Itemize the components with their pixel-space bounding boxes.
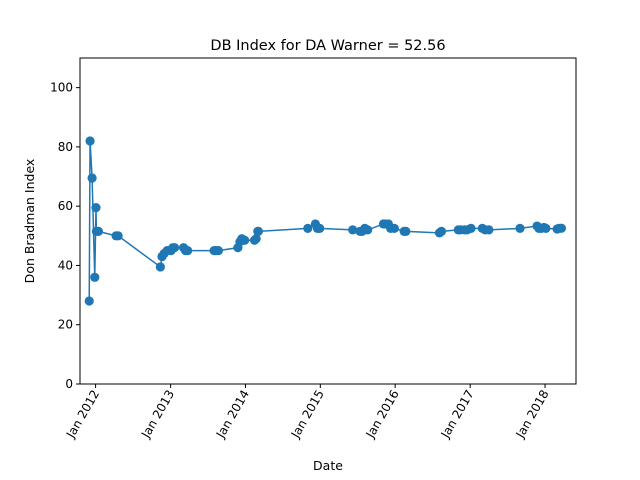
plot-frame (79, 57, 577, 385)
y-tick-label: 80 (58, 140, 73, 154)
data-point (251, 234, 261, 244)
data-point (466, 223, 476, 234)
data-point (155, 262, 165, 272)
data-point (84, 296, 94, 306)
data-point (389, 223, 399, 234)
y-tick-label: 20 (58, 318, 73, 332)
data-point (183, 246, 193, 256)
data-point (253, 226, 263, 236)
data-point (515, 223, 525, 234)
data-point (436, 226, 447, 236)
x-tick-label: Jan 2012 (63, 388, 102, 442)
data-point (90, 272, 100, 282)
chart-title: DB Index for DA Warner = 52.56 (210, 38, 445, 54)
data-point (303, 223, 313, 234)
data-point (541, 223, 551, 234)
x-tick-label: Jan 2016 (363, 388, 402, 442)
data-point (87, 173, 97, 183)
data-point (240, 235, 250, 245)
x-tick-label: Jan 2014 (213, 388, 252, 442)
y-tick-label: 40 (58, 258, 73, 272)
data-point (113, 231, 123, 241)
y-tick-label: 60 (58, 199, 73, 213)
data-point (484, 225, 494, 235)
data-point (348, 225, 358, 235)
data-point (401, 226, 411, 236)
series-layer (84, 136, 567, 306)
x-tick-label: Jan 2018 (513, 388, 552, 442)
y-tick-label: 100 (50, 81, 73, 95)
data-point (213, 246, 223, 256)
data-point (85, 136, 95, 146)
data-point (363, 225, 373, 235)
data-point (556, 223, 567, 233)
y-tick-label: 0 (65, 377, 73, 391)
y-axis-label: Don Bradman Index (22, 159, 37, 284)
data-point (91, 203, 101, 213)
x-axis-label: Date (313, 458, 343, 473)
data-point (169, 243, 180, 253)
data-point (93, 226, 104, 236)
data-point (315, 223, 325, 234)
x-tick-label: Jan 2017 (438, 388, 477, 442)
x-tick-label: Jan 2013 (138, 388, 177, 442)
x-tick-label: Jan 2015 (288, 388, 327, 442)
plot-area (80, 58, 576, 384)
